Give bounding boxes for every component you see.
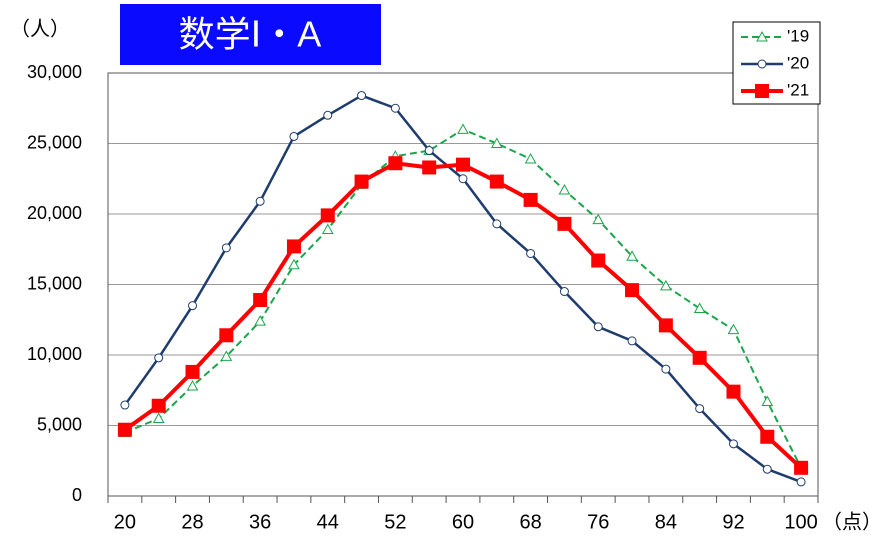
data-point xyxy=(794,460,809,475)
legend-label: '19 xyxy=(787,26,809,45)
data-point xyxy=(154,353,164,363)
data-point xyxy=(220,350,233,361)
x-tick-label: 44 xyxy=(317,511,339,533)
data-point xyxy=(357,91,367,101)
x-tick-label: 76 xyxy=(587,511,609,533)
y-tick-label: 5,000 xyxy=(37,414,82,434)
legend-item: '20 xyxy=(741,53,809,72)
data-point xyxy=(424,146,434,156)
data-point xyxy=(526,248,536,258)
data-point xyxy=(760,429,775,444)
data-point xyxy=(762,464,772,474)
data-point xyxy=(221,243,231,253)
data-point xyxy=(761,395,774,407)
data-point xyxy=(692,350,707,365)
data-point xyxy=(627,336,637,346)
data-point xyxy=(323,110,333,120)
legend-label: '20 xyxy=(787,53,809,72)
x-tick-label: 52 xyxy=(384,511,406,533)
data-point xyxy=(152,412,165,423)
series xyxy=(120,91,806,487)
data-point xyxy=(796,477,806,487)
x-tick-label: 92 xyxy=(722,511,744,533)
data-point xyxy=(117,422,132,437)
title-box xyxy=(120,4,381,65)
data-point xyxy=(693,302,706,313)
data-point xyxy=(422,160,437,175)
data-point xyxy=(557,216,572,231)
data-point xyxy=(388,156,403,171)
y-tick-label: 0 xyxy=(72,485,82,505)
plot-border xyxy=(107,72,819,497)
data-point xyxy=(457,123,469,134)
legend-marker xyxy=(757,59,767,69)
data-point xyxy=(354,174,369,189)
y-axis-label: （人） xyxy=(10,17,70,40)
data-point xyxy=(591,253,606,268)
x-tick-label: 100 xyxy=(784,511,817,533)
data-point xyxy=(320,208,335,223)
data-point xyxy=(728,439,738,449)
y-tick-label: 15,000 xyxy=(27,273,82,293)
x-tick-label: 68 xyxy=(519,511,541,533)
series-line xyxy=(123,161,803,470)
x-tick-label: 36 xyxy=(249,511,271,533)
data-point xyxy=(592,213,605,225)
x-axis-label: （点） xyxy=(822,510,882,533)
data-point xyxy=(253,293,268,308)
data-point xyxy=(288,258,300,270)
data-point xyxy=(289,131,299,141)
data-point xyxy=(255,196,265,206)
y-tick-label: 10,000 xyxy=(27,344,82,364)
y-tick-label: 30,000 xyxy=(27,62,82,82)
data-point xyxy=(186,379,199,391)
x-tick-label: 20 xyxy=(114,511,136,533)
data-point xyxy=(695,404,705,414)
x-tick-label: 60 xyxy=(452,511,474,533)
data-point xyxy=(524,152,537,164)
data-point xyxy=(727,323,740,335)
data-point xyxy=(390,103,400,113)
data-point xyxy=(490,137,503,148)
legend-item: '21 xyxy=(741,80,809,99)
series xyxy=(117,156,809,475)
x-tick-label: 28 xyxy=(181,511,203,533)
data-point xyxy=(492,219,502,229)
legend-label: '21 xyxy=(787,80,809,99)
legend-item: '19 xyxy=(741,26,809,45)
data-point xyxy=(321,223,334,235)
data-point xyxy=(523,192,538,207)
data-point xyxy=(593,322,603,332)
data-point xyxy=(151,398,166,413)
data-point xyxy=(219,328,234,343)
series-line xyxy=(123,94,802,484)
data-point xyxy=(626,250,638,261)
x-tick-label: 84 xyxy=(655,511,677,533)
data-point xyxy=(625,283,640,298)
chart-title: 数学Ⅰ・A xyxy=(179,14,322,55)
data-point xyxy=(185,364,200,379)
data-point xyxy=(188,301,198,311)
data-point xyxy=(559,287,569,297)
data-point xyxy=(254,315,266,326)
data-point xyxy=(660,279,672,291)
data-point xyxy=(726,384,741,399)
legend-marker xyxy=(756,30,768,42)
data-point xyxy=(458,174,468,184)
data-point xyxy=(286,239,301,254)
y-tick-label: 25,000 xyxy=(27,132,82,152)
data-point xyxy=(661,364,671,374)
data-point xyxy=(120,400,130,410)
data-point xyxy=(658,318,673,333)
data-point xyxy=(489,174,504,189)
legend-marker xyxy=(755,84,769,98)
data-point xyxy=(456,157,470,172)
y-tick-label: 20,000 xyxy=(27,203,82,223)
data-point xyxy=(558,184,571,195)
